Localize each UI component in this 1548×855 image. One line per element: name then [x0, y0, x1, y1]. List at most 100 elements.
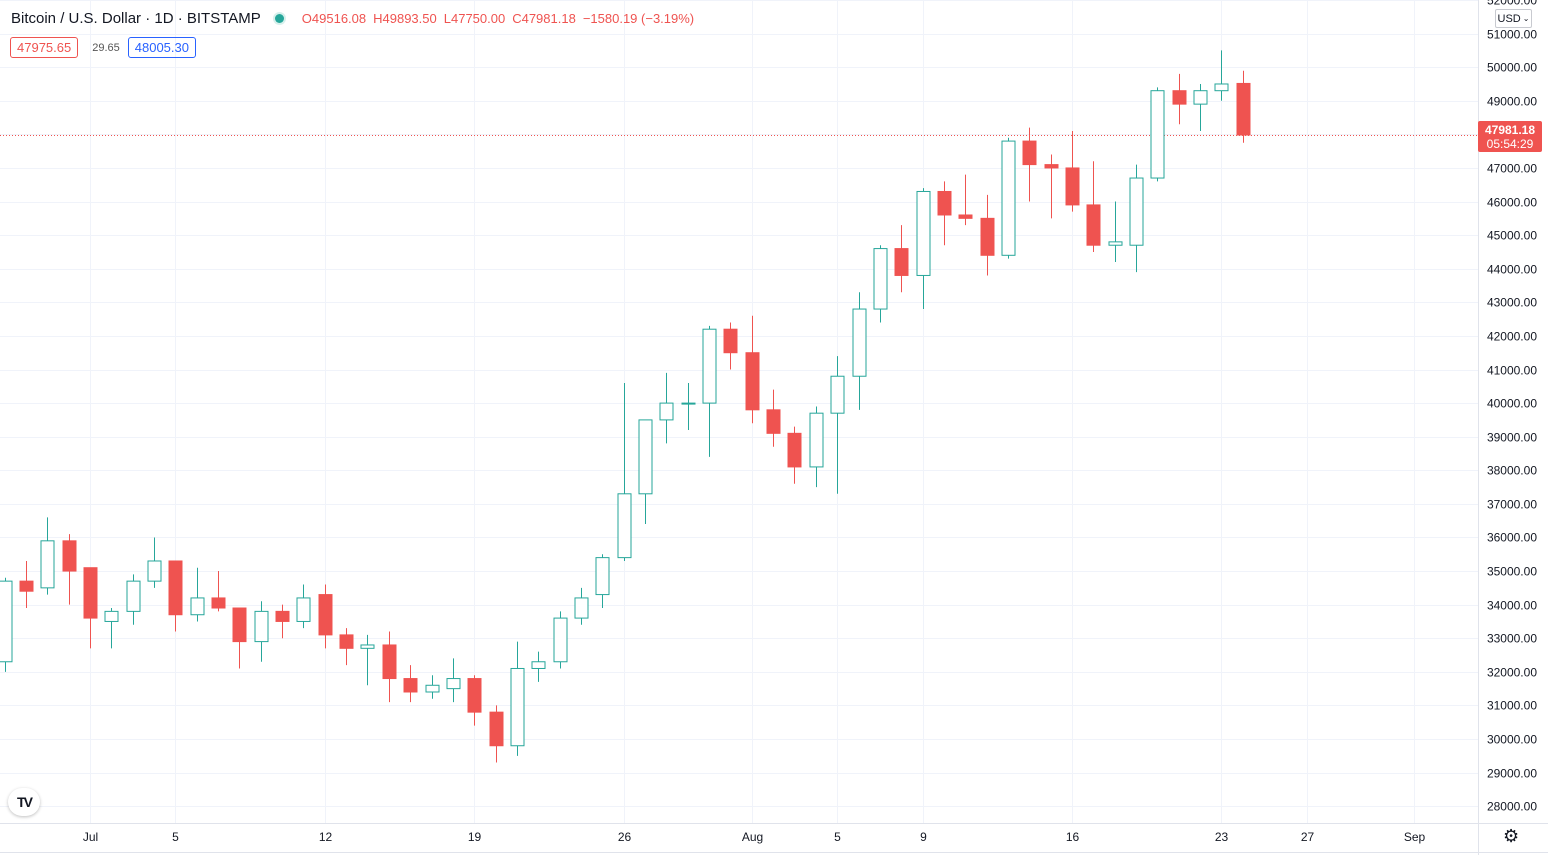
candle[interactable] — [1129, 164, 1144, 273]
candle-body-down — [467, 678, 482, 713]
candle[interactable] — [1022, 127, 1037, 202]
price-tick-label: 52000.00 — [1487, 0, 1537, 8]
candle[interactable] — [360, 634, 375, 686]
candle-body-down — [275, 610, 290, 622]
symbol-title[interactable]: Bitcoin / U.S. Dollar · 1D · BITSTAMP — [11, 10, 261, 27]
candle[interactable] — [723, 322, 738, 370]
candle[interactable] — [659, 372, 674, 444]
candle[interactable] — [403, 665, 418, 703]
candle[interactable] — [894, 225, 909, 293]
price-tick-label: 37000.00 — [1487, 498, 1537, 512]
candle-body-up — [531, 661, 546, 669]
candle[interactable] — [318, 584, 333, 649]
candle-body-up — [190, 597, 205, 616]
ohlc-close: C47981.18 — [512, 11, 576, 26]
price-tick-label: 47000.00 — [1487, 162, 1537, 176]
gear-icon[interactable]: ⚙ — [1503, 826, 1520, 846]
candle[interactable] — [1172, 73, 1187, 125]
candle[interactable] — [681, 382, 696, 430]
candle[interactable] — [574, 587, 589, 625]
candle[interactable] — [126, 574, 141, 625]
candle[interactable] — [595, 554, 610, 609]
candle[interactable] — [382, 631, 397, 703]
ohlc-change: −1580.19 (−3.19%) — [582, 11, 695, 26]
candle[interactable] — [467, 675, 482, 726]
candle-body-up — [104, 610, 119, 622]
candle[interactable] — [531, 651, 546, 682]
candle[interactable] — [40, 517, 55, 595]
candle[interactable] — [1108, 201, 1123, 263]
candle[interactable] — [147, 537, 162, 588]
time-axis[interactable]: Jul 5 12 19 26 Aug 5 9 16 23 27 Sep — [83, 830, 1426, 844]
candle[interactable] — [1150, 87, 1165, 182]
candle[interactable] — [0, 577, 13, 672]
candle-body-up — [254, 610, 269, 643]
candle[interactable] — [702, 325, 717, 457]
candle[interactable] — [1001, 137, 1016, 259]
candle[interactable] — [766, 389, 781, 447]
candle[interactable] — [809, 406, 824, 488]
candle[interactable] — [83, 567, 98, 649]
time-tick-label: 12 — [319, 830, 333, 844]
candle[interactable] — [553, 611, 568, 669]
bid-price-button[interactable]: 47975.65 — [10, 37, 79, 58]
candle[interactable] — [1086, 161, 1101, 252]
candle-body-down — [787, 432, 802, 468]
candle-body-up — [40, 540, 55, 589]
candle-body-up — [595, 557, 610, 596]
last-price-value: 47981.18 — [1484, 122, 1536, 137]
price-axis[interactable]: 28000.00 29000.00 30000.00 31000.00 32000.00… — [1487, 0, 1537, 814]
candle-body-down — [745, 352, 760, 411]
candle[interactable] — [787, 426, 802, 484]
time-tick-label: 26 — [618, 830, 632, 844]
candle[interactable] — [425, 675, 440, 699]
price-tick-label: 32000.00 — [1487, 666, 1537, 680]
candle[interactable] — [1044, 154, 1059, 219]
candle-body-down — [766, 409, 781, 434]
candle-body-up — [681, 402, 696, 405]
candle[interactable] — [1193, 83, 1208, 132]
candle-body-down — [403, 678, 418, 693]
candle[interactable] — [980, 194, 995, 276]
price-tick-label: 42000.00 — [1487, 330, 1537, 344]
candle[interactable] — [19, 560, 34, 609]
candle[interactable] — [873, 245, 888, 323]
candle[interactable] — [916, 188, 931, 310]
candle[interactable] — [617, 382, 632, 561]
candle[interactable] — [62, 534, 77, 605]
candle[interactable] — [254, 601, 269, 662]
candle[interactable] — [275, 604, 290, 639]
candle[interactable] — [296, 584, 311, 629]
candle[interactable] — [745, 315, 760, 424]
candle[interactable] — [339, 628, 354, 666]
candle[interactable] — [937, 181, 952, 246]
candle[interactable] — [211, 571, 226, 612]
candle-body-up — [510, 667, 525, 747]
price-tick-label: 31000.00 — [1487, 699, 1537, 713]
candle[interactable] — [1065, 131, 1080, 212]
candle[interactable] — [852, 292, 867, 410]
candle[interactable] — [1236, 70, 1251, 143]
candle[interactable] — [830, 356, 845, 494]
candle[interactable] — [446, 658, 461, 703]
candle-body-up — [425, 684, 440, 693]
candle-body-up — [659, 402, 674, 421]
ask-price-button[interactable]: 48005.30 — [127, 37, 196, 58]
candle[interactable] — [1214, 50, 1229, 101]
candle[interactable] — [489, 705, 504, 763]
time-tick-label: Sep — [1404, 830, 1426, 844]
candle-body-up — [1193, 90, 1208, 105]
currency-select[interactable]: USD ⌄ — [1495, 9, 1532, 28]
candle[interactable] — [638, 419, 653, 525]
candle[interactable] — [232, 607, 247, 669]
market-status-icon — [274, 14, 284, 23]
candle[interactable] — [510, 641, 525, 756]
tradingview-logo-icon[interactable]: TV — [8, 788, 40, 816]
candle-body-up — [1001, 140, 1016, 256]
candle[interactable] — [190, 567, 205, 622]
candle[interactable] — [958, 174, 973, 226]
candles[interactable] — [0, 50, 1251, 763]
candle[interactable] — [104, 608, 119, 649]
candle[interactable] — [168, 560, 183, 632]
